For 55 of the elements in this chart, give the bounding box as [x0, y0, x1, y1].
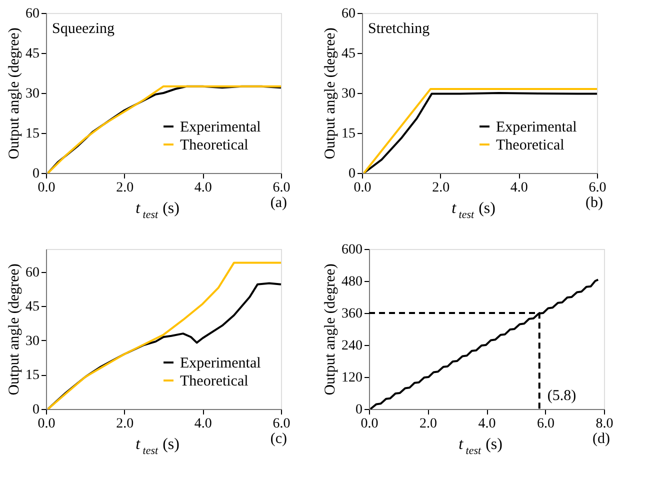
y-tick-label: 15 [26, 126, 40, 142]
y-axis-title: Output angle (degree) [322, 264, 338, 396]
y-tick-label: 0 [32, 166, 40, 182]
text: (c) [270, 431, 287, 447]
text: (d) [592, 431, 610, 447]
y-tick-label: 120 [342, 370, 362, 386]
x-tick-label: 2.0 [420, 416, 437, 432]
y-tick-label: 30 [26, 86, 40, 102]
y-axis-title: Output angle (degree) [6, 264, 22, 396]
legend-label: Experimental [496, 120, 577, 136]
y-tick-label: 60 [26, 6, 40, 22]
x-tick-label: 6.0 [272, 180, 290, 196]
y-tick-label: 600 [342, 242, 362, 258]
y-tick-label: 45 [26, 46, 40, 62]
x-tick-label: 2.0 [116, 416, 134, 432]
x-tick-label: 0.0 [38, 180, 56, 196]
legend-label: Theoretical [180, 138, 248, 154]
x-tick-label: 4.0 [510, 180, 528, 196]
y-tick-label: 30 [342, 86, 356, 102]
legend-label: Experimental [180, 120, 261, 136]
text: (a) [270, 195, 287, 211]
y-tick-label: 45 [342, 46, 356, 62]
y-tick-label: 15 [26, 368, 40, 384]
y-tick-label: 0 [348, 166, 356, 182]
y-tick-label: 30 [26, 334, 40, 349]
y-tick-label: 60 [342, 6, 356, 22]
y-tick-label: 480 [342, 274, 362, 290]
y-tick-label: 60 [26, 265, 40, 280]
annotation: Squeezing [52, 21, 115, 37]
x-tick-label: 2.0 [116, 180, 134, 196]
y-tick-label: 15 [342, 126, 356, 142]
x-tick-label: 2.0 [432, 180, 450, 196]
legend-label: Experimental [180, 356, 261, 372]
x-tick-label: 0.0 [360, 416, 378, 432]
x-tick-label: 4.0 [478, 416, 496, 432]
legend-label: Theoretical [496, 138, 564, 154]
x-tick-label: 6.0 [537, 416, 554, 432]
x-tick-label: 6.0 [588, 180, 606, 196]
y-axis-title: Output angle (degree) [6, 28, 22, 160]
x-tick-label: 0.0 [38, 416, 56, 432]
text: (b) [586, 195, 603, 211]
legend-label: Theoretical [180, 374, 248, 390]
x-tick-label: 0.0 [354, 180, 372, 196]
y-tick-label: 240 [342, 338, 362, 354]
y-tick-label: 0 [32, 402, 40, 418]
y-tick-label: 0 [356, 402, 362, 418]
y-axis-title: Output angle (degree) [322, 28, 338, 160]
y-tick-label: 45 [26, 300, 40, 315]
x-tick-label: 4.0 [194, 416, 212, 432]
annotation: (5.8) [547, 388, 576, 404]
x-tick-label: 6.0 [272, 416, 290, 432]
x-tick-label: 4.0 [194, 180, 212, 196]
y-tick-label: 360 [342, 306, 362, 322]
annotation: Stretching [368, 21, 430, 37]
x-tick-label: 8.0 [596, 416, 614, 432]
